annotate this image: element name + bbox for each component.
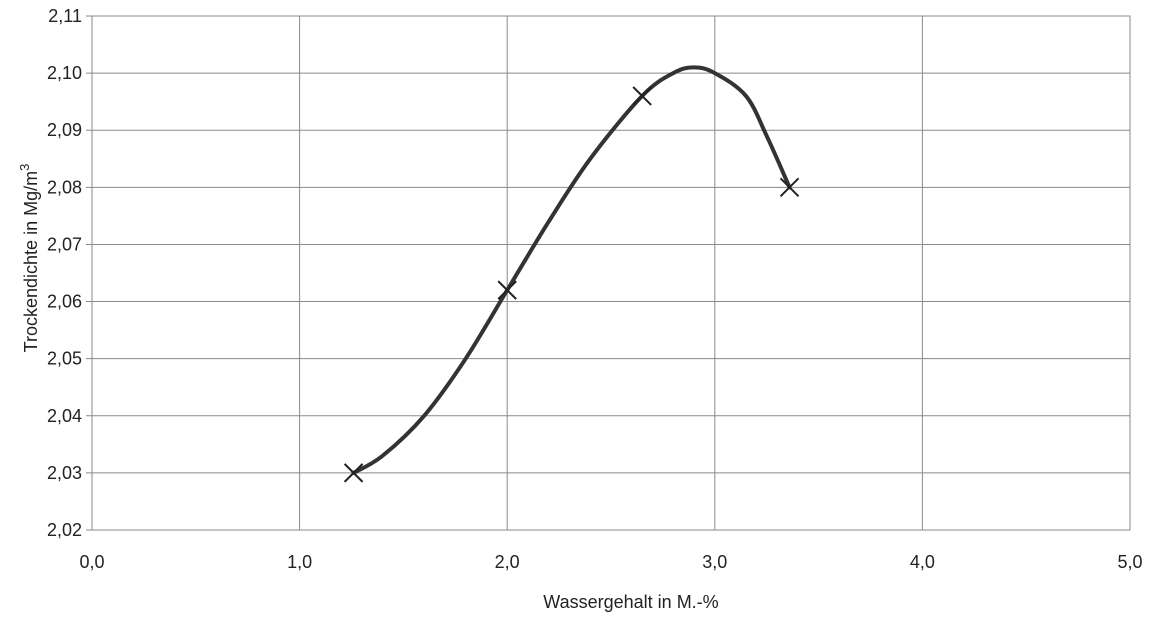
y-tick-label: 2,11: [48, 6, 82, 26]
data-point: [632, 86, 652, 106]
y-tick-label: 2,04: [47, 406, 82, 426]
data-point: [343, 463, 364, 483]
x-tick-label: 2,0: [495, 552, 520, 572]
x-tick-label: 4,0: [910, 552, 935, 572]
x-axis-title: Wassergehalt in M.-%: [543, 592, 718, 612]
data-point-stroke: [343, 463, 364, 483]
y-axis-title-main: Trockendichte in Mg/m: [21, 171, 41, 352]
x-axis-tick-labels: 0,0 1,0 2,0 3,0 4,0 5,0: [79, 552, 1142, 572]
y-tick-label: 2,09: [47, 120, 82, 140]
data-point-stroke: [632, 86, 652, 106]
plot-area: [91, 15, 1131, 531]
y-axis-title-superscript: 3: [17, 164, 32, 171]
x-tick-label: 5,0: [1117, 552, 1142, 572]
data-point-stroke: [497, 280, 517, 300]
grid-lines: [86, 15, 1131, 531]
y-axis-tick-labels: 2,02 2,03 2,04 2,05 2,06 2,07 2,08 2,09 2,10 2,11: [47, 6, 82, 540]
y-tick-label: 2,10: [47, 63, 82, 83]
x-tick-label: 0,0: [79, 552, 104, 572]
y-tick-label: 2,02: [47, 520, 82, 540]
fitted-curve: [351, 65, 792, 475]
x-tick-label: 3,0: [702, 552, 727, 572]
y-tick-label: 2,03: [47, 463, 82, 483]
data-point: [497, 280, 517, 300]
data-markers: [343, 86, 800, 483]
y-axis-title: Trockendichte in Mg/m3: [17, 164, 41, 353]
data-point-stroke: [779, 177, 800, 198]
y-tick-label: 2,05: [47, 349, 82, 369]
data-point: [779, 177, 800, 198]
y-tick-label: 2,07: [47, 234, 82, 254]
y-tick-label: 2,06: [47, 292, 82, 312]
y-tick-label: 2,08: [47, 177, 82, 197]
x-tick-label: 1,0: [287, 552, 312, 572]
